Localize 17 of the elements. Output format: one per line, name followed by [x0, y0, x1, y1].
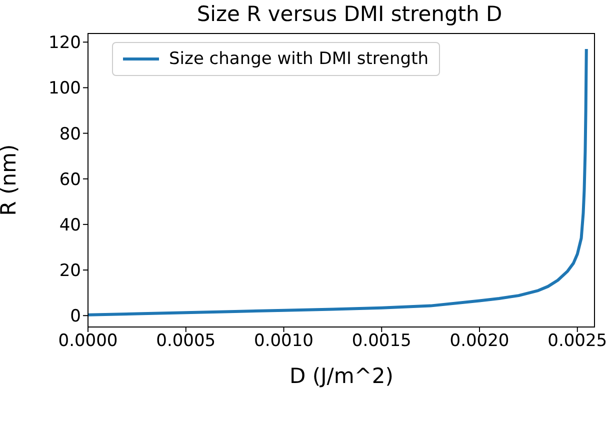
x-tick-label: 0.0015: [352, 331, 412, 352]
chart-title: Size R versus DMI strength D: [196, 2, 504, 26]
y-tick-label: 120: [48, 33, 81, 54]
y-tick-label: 100: [48, 78, 81, 99]
x-tick-label: 0.0025: [548, 331, 608, 352]
x-axis-title: D (J/m^2): [290, 364, 394, 388]
y-tick-label: 20: [59, 261, 81, 282]
x-tick-label: 0.0005: [156, 331, 216, 352]
x-tick-label: 0.0020: [450, 331, 510, 352]
y-tick-label: 40: [59, 215, 81, 236]
legend-label: Size change with DMI strength: [168, 49, 429, 69]
x-tick-label: 0.0010: [254, 331, 314, 352]
y-tick-label: 0: [70, 306, 81, 327]
line-series: [88, 47, 588, 316]
y-tick-label: 80: [59, 124, 81, 144]
x-tick-label: 0.0000: [58, 331, 118, 352]
y-tick-label: 60: [59, 170, 81, 190]
